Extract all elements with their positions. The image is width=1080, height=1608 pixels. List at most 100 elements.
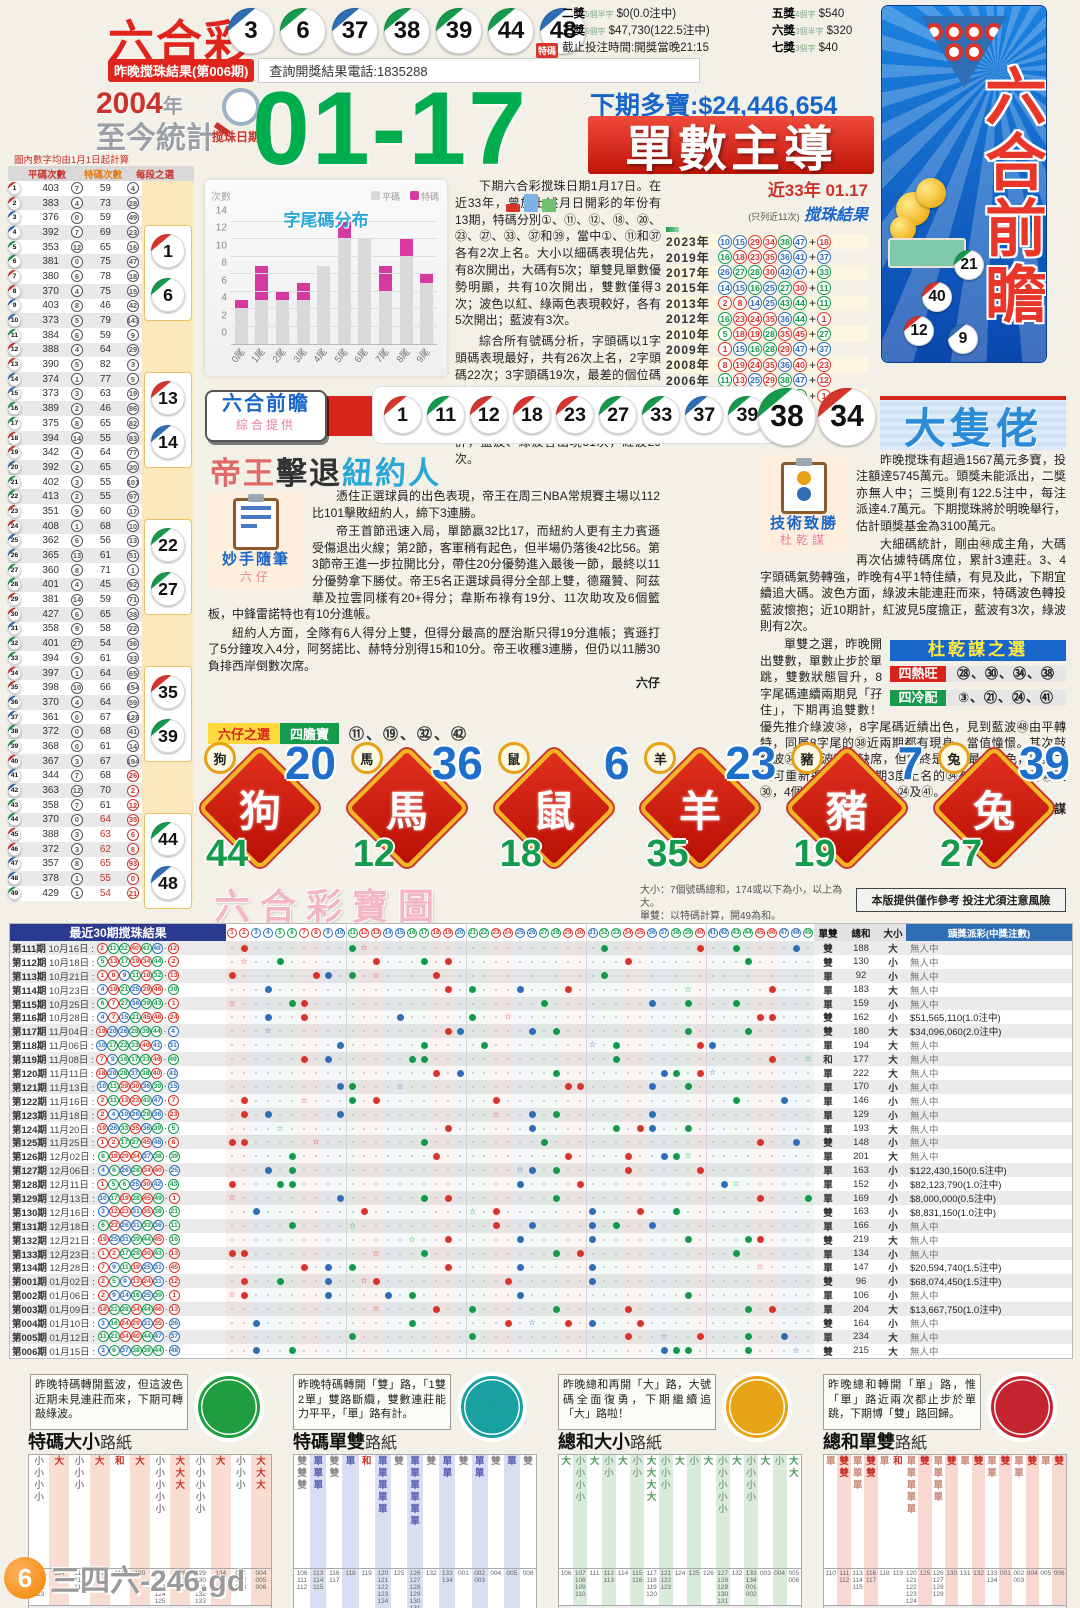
matrix-cell (526, 968, 538, 983)
road-cell: 大 (175, 1468, 186, 1479)
matrix-cell (550, 1288, 562, 1303)
bigsmall-value: 大 (888, 1346, 898, 1358)
circled-number: 0 (71, 211, 83, 224)
draw-info: 第127期 12月06日 : 4 6 26 28 34 40 · 25 (12, 1164, 180, 1178)
matrix-cell (526, 1149, 538, 1164)
matrix-cell (742, 954, 754, 969)
circled-number: 29 (748, 234, 762, 249)
x-tick: 2尾 (270, 346, 289, 366)
matrix-cell (430, 1135, 442, 1150)
matrix-cell (466, 1329, 478, 1344)
circled-number: 4 (97, 984, 109, 996)
matrix-cell (226, 1329, 238, 1344)
matrix-cell (502, 1024, 514, 1039)
matrix-cell (802, 1204, 814, 1219)
matrix-cell (658, 1218, 670, 1233)
circled-number: 6 (287, 927, 297, 938)
circled-number: 0 (71, 725, 83, 738)
prize-value: 無人中 (910, 1332, 939, 1344)
circled-number: 28 (748, 265, 762, 280)
matrix-cell (454, 982, 466, 997)
matrix-cell (658, 1260, 670, 1275)
circled-number: 30 (141, 1248, 153, 1260)
results-row: 第006期 01月15日 : 3 6 37 38 39 44 · 48 ☆ 雙 215 大無人中 (10, 1343, 1072, 1358)
chart-bar (255, 265, 269, 344)
matrix-cell (646, 1038, 658, 1053)
circled-number: 9 (107, 1053, 119, 1065)
matrix-cell (706, 1302, 718, 1317)
road-cell: 單 (987, 1456, 997, 1467)
matrix-cell (706, 1232, 718, 1247)
circled-number: 42 (719, 927, 729, 938)
matrix-cell (790, 1163, 802, 1178)
matrix-cell (298, 1246, 310, 1261)
matrix-cell (370, 1163, 382, 1178)
matrix-cell (478, 1052, 490, 1067)
road-number-column: 121 122 123 124 125 (154, 1570, 166, 1605)
matrix-cell (766, 1218, 778, 1233)
matrix-cell (550, 1191, 562, 1206)
circled-number: 26 (168, 1317, 180, 1329)
matrix-cell (454, 1066, 466, 1081)
matrix-cell (454, 1191, 466, 1206)
matrix-cell (718, 1177, 730, 1192)
matrix-cell (274, 1218, 286, 1233)
matrix-cell (406, 1204, 418, 1219)
matrix-cell (238, 1329, 250, 1344)
matrix-cell (526, 1121, 538, 1136)
stats-ball: 45 (8, 828, 21, 842)
bigsmall-value: 大 (888, 1305, 898, 1317)
matrix-cell (406, 1079, 418, 1094)
matrix-cell (454, 1038, 466, 1053)
prize-value: $68,074,450(1.5注中) (910, 1277, 1002, 1289)
matrix-cell (670, 1163, 682, 1178)
year-result-row: 2019年 16 18 23 35 36 41 +37 (666, 249, 868, 265)
circled-number: 9 (119, 970, 131, 982)
matrix-cell (670, 1066, 682, 1081)
circled-number: 17 (119, 1248, 131, 1260)
matrix-cell (382, 1149, 394, 1164)
circled-number: 3 (71, 387, 83, 400)
matrix-cell (274, 1260, 286, 1275)
matrix-cell (334, 1107, 346, 1122)
matrix-cell (706, 1135, 718, 1150)
matrix-cell (334, 1274, 346, 1289)
matrix-cell (502, 1163, 514, 1178)
logo-mark-icon: 6 (4, 1557, 46, 1599)
matrix-cell (226, 1232, 238, 1247)
circled-number: 38 (778, 373, 792, 388)
matrix-cell: ☆ (514, 1163, 526, 1178)
bigsmall-value: 小 (888, 1166, 898, 1178)
matrix-cell (718, 1066, 730, 1081)
matrix-cell (682, 1302, 694, 1317)
matrix-cell (634, 982, 646, 997)
matrix-cell (382, 1093, 394, 1108)
matrix-cell (442, 1329, 454, 1344)
matrix-cell (322, 1302, 334, 1317)
bigsmall-value: 小 (888, 957, 898, 969)
circled-number: 45 (755, 927, 765, 938)
circled-number: 48 (151, 942, 163, 954)
bigsmall-value: 小 (888, 999, 898, 1011)
matrix-cell (622, 1135, 634, 1150)
matrix-cell (382, 1038, 394, 1053)
circled-number: 12 (359, 927, 369, 938)
matrix-cell (718, 1232, 730, 1247)
jackpot-amount: 下期多寶:$24,446,654 (590, 92, 838, 120)
matrix-cell (298, 1024, 310, 1039)
stats-row: 17 375 8 65 82 (8, 416, 142, 431)
matrix-cell (466, 1177, 478, 1192)
matrix-cell (646, 1191, 658, 1206)
circled-number: 194 (126, 755, 140, 768)
matrix-cell (442, 1204, 454, 1219)
oddeven-value: 單 (823, 1194, 833, 1206)
matrix-cell (370, 1010, 382, 1025)
matrix-cell (742, 1121, 754, 1136)
road-column: 雙 (455, 1455, 471, 1568)
matrix-cell (646, 1135, 658, 1150)
prize-header: 頭獎派彩(中獎注數) (906, 924, 1072, 941)
matrix-cell (478, 1066, 490, 1081)
matrix-cell (298, 996, 310, 1011)
circled-number: 39 (151, 1123, 163, 1135)
road-column: 小小小小小 (150, 1455, 170, 1568)
